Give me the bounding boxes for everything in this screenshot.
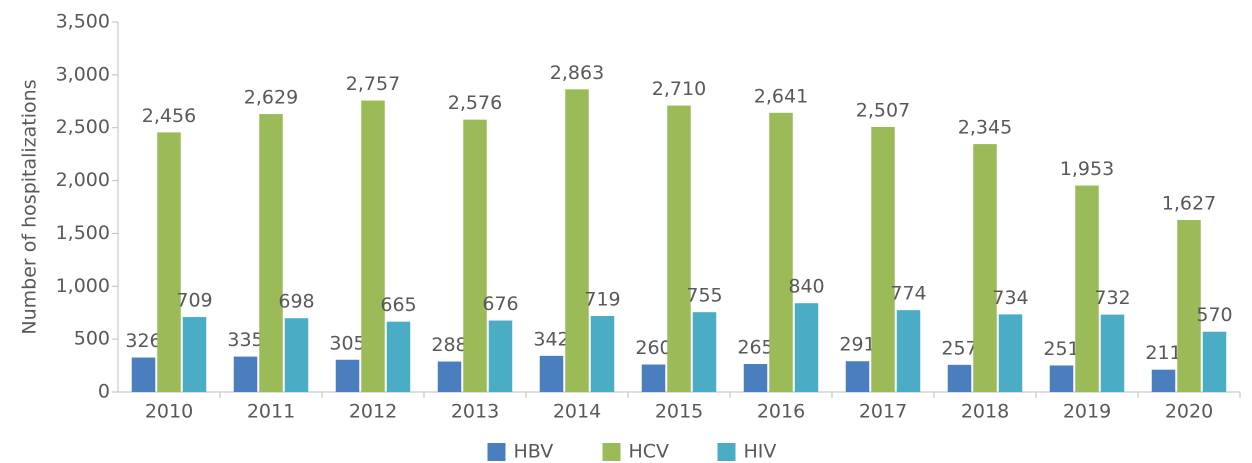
data-label: 570 [1196, 304, 1232, 326]
x-tick-label: 2014 [553, 401, 601, 423]
data-label: 251 [1043, 338, 1079, 360]
x-tick-label: 2020 [1165, 401, 1213, 423]
bar [182, 317, 207, 392]
bar [157, 132, 181, 392]
data-label: 665 [380, 294, 416, 316]
bar [692, 312, 717, 392]
data-label: 732 [1094, 287, 1130, 309]
x-tick-label: 2012 [349, 401, 397, 423]
data-label: 709 [176, 290, 212, 312]
bar [998, 314, 1023, 392]
bar [488, 320, 513, 392]
x-tick-label: 2013 [451, 401, 499, 423]
data-label: 2,576 [448, 92, 502, 114]
data-label: 2,641 [754, 85, 808, 107]
data-label: 2,757 [346, 73, 400, 95]
bar [565, 89, 589, 392]
y-tick-label: 2,000 [56, 169, 110, 191]
bar [896, 310, 921, 392]
data-label: 840 [788, 276, 824, 298]
data-label: 698 [278, 291, 314, 313]
y-tick-label: 1,500 [56, 222, 110, 244]
bar [641, 364, 666, 392]
data-label: 1,627 [1162, 193, 1216, 215]
bar [1202, 331, 1227, 392]
legend-label: HIV [744, 441, 777, 463]
bar [284, 318, 309, 392]
data-label: 257 [941, 337, 977, 359]
data-label: 2,456 [142, 105, 196, 127]
data-label: 734 [992, 287, 1028, 309]
bar [1100, 314, 1125, 392]
y-tick-label: 3,500 [56, 11, 110, 33]
data-label: 1,953 [1060, 158, 1114, 180]
data-label: 288 [431, 334, 467, 356]
data-label: 326 [125, 330, 161, 352]
y-tick-label: 2,500 [56, 116, 110, 138]
legend-swatch [487, 443, 506, 461]
y-tick-label: 500 [74, 328, 110, 350]
data-label: 676 [482, 293, 518, 315]
legend-swatch [717, 443, 736, 461]
data-label: 2,345 [958, 117, 1012, 139]
x-tick-label: 2016 [757, 401, 805, 423]
legend-label: HCV [629, 441, 670, 463]
data-label: 260 [635, 337, 671, 359]
bar [794, 303, 819, 392]
data-label: 2,710 [652, 78, 706, 100]
bar [845, 361, 870, 392]
bar [437, 361, 462, 392]
data-label: 755 [686, 285, 722, 307]
bar [259, 114, 283, 392]
legend-swatch [602, 443, 621, 461]
x-tick-label: 2011 [247, 401, 295, 423]
x-tick-label: 2019 [1063, 401, 1111, 423]
bar [1049, 365, 1074, 392]
bar [233, 356, 258, 392]
data-label: 305 [329, 332, 365, 354]
data-label: 265 [737, 336, 773, 358]
bar [769, 112, 793, 393]
x-tick-label: 2015 [655, 401, 703, 423]
data-label: 211 [1145, 342, 1181, 364]
bar [743, 363, 768, 392]
bar [131, 357, 156, 392]
x-tick-label: 2017 [859, 401, 907, 423]
bar [539, 355, 564, 392]
bar [667, 105, 691, 392]
bar [335, 359, 360, 392]
x-tick-label: 2010 [145, 401, 193, 423]
x-tick-label: 2018 [961, 401, 1009, 423]
data-label: 719 [584, 288, 620, 310]
y-axis-label: Number of hospitalizations [19, 79, 41, 334]
bar [463, 119, 487, 393]
bar [1177, 220, 1201, 392]
y-tick-label: 0 [98, 381, 110, 403]
y-tick-label: 1,000 [56, 275, 110, 297]
y-tick-label: 3,000 [56, 63, 110, 85]
data-label: 774 [890, 283, 926, 305]
bar [871, 126, 895, 392]
bar [361, 100, 385, 392]
data-label: 2,863 [550, 62, 604, 84]
bar [590, 315, 615, 392]
data-label: 335 [227, 329, 263, 351]
bar [947, 364, 972, 392]
data-label: 342 [533, 328, 569, 350]
data-label: 2,629 [244, 87, 298, 109]
bar [1075, 185, 1099, 392]
data-label: 291 [839, 334, 875, 356]
bar [973, 144, 997, 392]
data-label: 2,507 [856, 99, 910, 121]
bar [1151, 369, 1176, 392]
bar [386, 321, 411, 392]
legend-label: HBV [514, 441, 554, 463]
